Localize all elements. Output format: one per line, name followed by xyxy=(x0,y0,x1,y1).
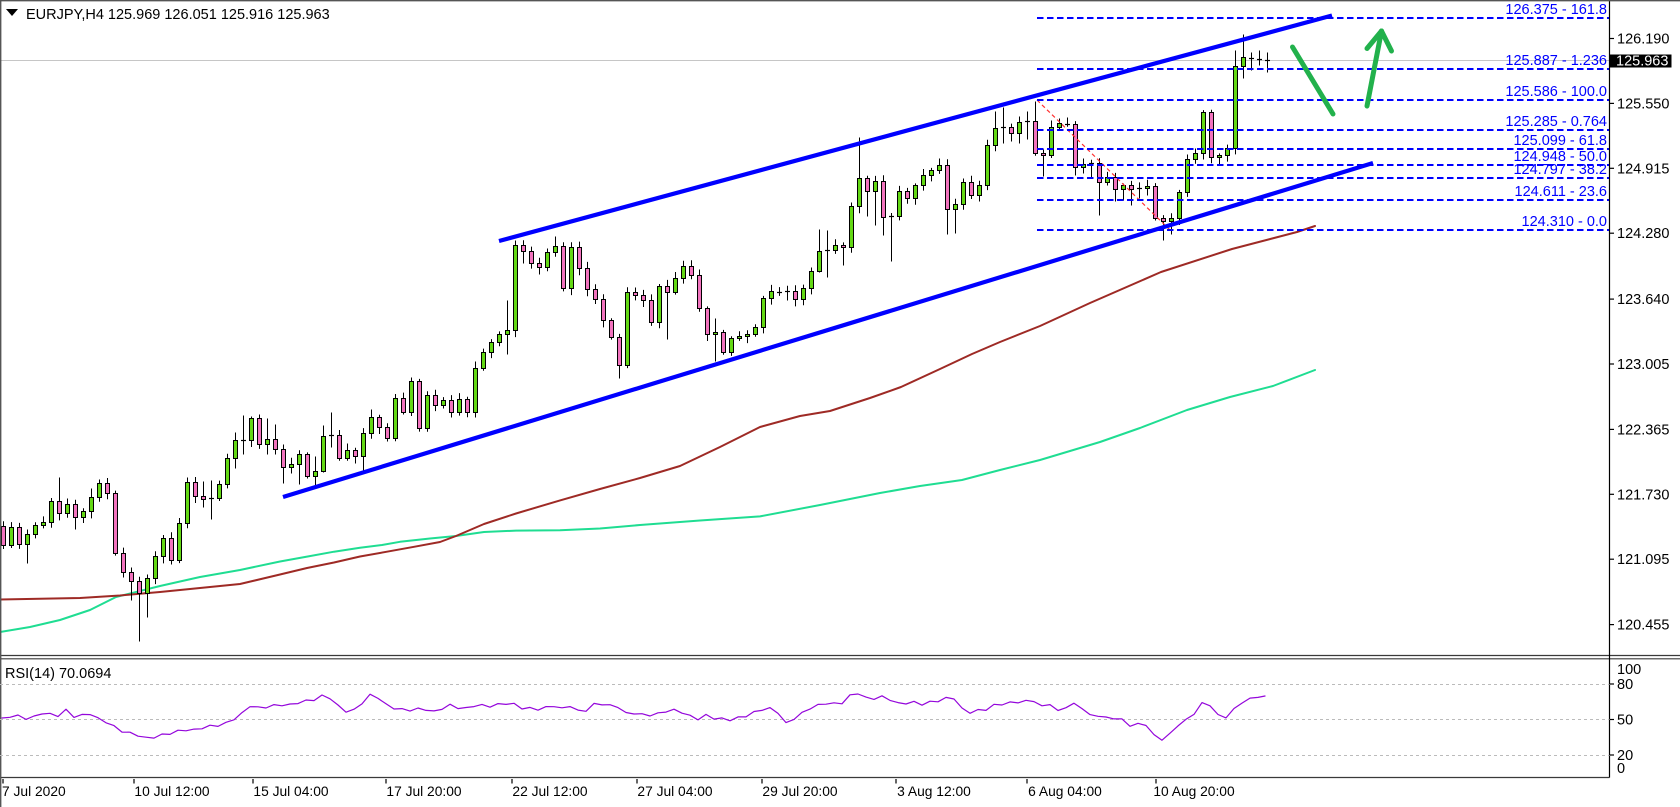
svg-text:125.550: 125.550 xyxy=(1617,96,1669,112)
svg-text:RSI(14) 70.0694: RSI(14) 70.0694 xyxy=(5,666,111,682)
svg-text:22 Jul 12:00: 22 Jul 12:00 xyxy=(512,784,588,799)
svg-text:3 Aug 12:00: 3 Aug 12:00 xyxy=(897,784,971,799)
svg-text:50: 50 xyxy=(1617,713,1633,729)
svg-text:29 Jul 20:00: 29 Jul 20:00 xyxy=(762,784,838,799)
svg-text:20: 20 xyxy=(1617,748,1633,764)
svg-text:17 Jul 20:00: 17 Jul 20:00 xyxy=(386,784,462,799)
svg-text:124.915: 124.915 xyxy=(1617,161,1669,177)
svg-text:126.190: 126.190 xyxy=(1617,32,1669,48)
svg-text:15 Jul 04:00: 15 Jul 04:00 xyxy=(253,784,329,799)
svg-text:27 Jul 04:00: 27 Jul 04:00 xyxy=(637,784,713,799)
svg-text:0: 0 xyxy=(1617,761,1625,777)
svg-text:122.365: 122.365 xyxy=(1617,422,1669,438)
svg-text:120.455: 120.455 xyxy=(1617,618,1669,634)
svg-text:125.586 - 100.0: 125.586 - 100.0 xyxy=(1505,84,1607,100)
svg-text:10 Aug 20:00: 10 Aug 20:00 xyxy=(1153,784,1235,799)
svg-text:6 Aug 04:00: 6 Aug 04:00 xyxy=(1028,784,1102,799)
svg-text:121.730: 121.730 xyxy=(1617,487,1669,503)
svg-text:7 Jul 2020: 7 Jul 2020 xyxy=(2,784,66,799)
svg-text:125.285 - 0.764: 125.285 - 0.764 xyxy=(1505,114,1607,130)
svg-text:125.887 - 1.236: 125.887 - 1.236 xyxy=(1505,53,1607,69)
svg-text:124.797 - 38.2: 124.797 - 38.2 xyxy=(1513,162,1607,178)
svg-text:10 Jul 12:00: 10 Jul 12:00 xyxy=(134,784,210,799)
svg-text:100: 100 xyxy=(1617,662,1641,678)
svg-text:EURJPY,H4 125.969 126.051 125: EURJPY,H4 125.969 126.051 125.916 125.96… xyxy=(26,7,330,23)
svg-text:125.099 - 61.8: 125.099 - 61.8 xyxy=(1513,133,1607,149)
svg-text:126.375 - 161.8: 126.375 - 161.8 xyxy=(1505,2,1607,18)
svg-text:80: 80 xyxy=(1617,677,1633,693)
svg-text:124.948 - 50.0: 124.948 - 50.0 xyxy=(1513,149,1607,165)
svg-text:124.310 - 0.0: 124.310 - 0.0 xyxy=(1522,214,1607,230)
svg-text:124.611 - 23.6: 124.611 - 23.6 xyxy=(1515,184,1607,200)
svg-text:123.005: 123.005 xyxy=(1617,357,1669,373)
svg-text:123.640: 123.640 xyxy=(1617,292,1669,308)
svg-text:124.280: 124.280 xyxy=(1617,226,1669,242)
svg-text:121.095: 121.095 xyxy=(1617,552,1669,568)
svg-text:125.963: 125.963 xyxy=(1616,54,1668,70)
